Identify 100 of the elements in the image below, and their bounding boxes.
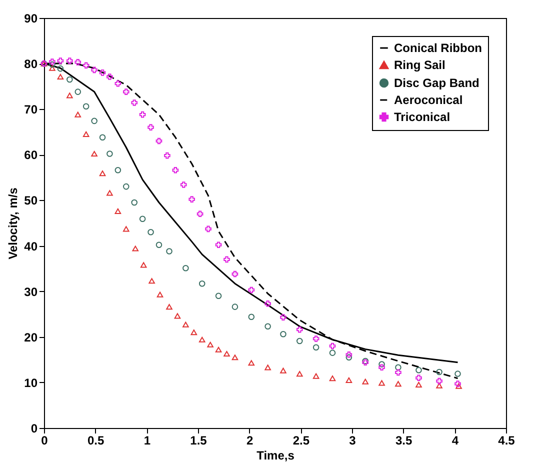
legend-label: Triconical bbox=[394, 110, 450, 124]
y-axis-title: Velocity, m/s bbox=[6, 187, 20, 260]
legend-label: Disc Gap Band bbox=[394, 76, 480, 90]
x-tick-label: 2 bbox=[246, 434, 254, 448]
point bbox=[172, 167, 179, 174]
point bbox=[224, 256, 230, 263]
point bbox=[207, 342, 214, 348]
point bbox=[188, 196, 195, 202]
point bbox=[49, 58, 56, 65]
y-tick-label: 30 bbox=[24, 284, 38, 299]
point bbox=[346, 352, 352, 358]
point bbox=[122, 226, 130, 232]
point bbox=[74, 59, 82, 66]
x-tick-label: 2.5 bbox=[292, 434, 310, 448]
point bbox=[99, 170, 106, 176]
point bbox=[378, 380, 385, 386]
x-tick-label: 1 bbox=[144, 434, 151, 448]
point bbox=[57, 65, 64, 72]
point bbox=[57, 58, 64, 64]
point bbox=[182, 322, 189, 328]
legend-label: Ring Sail bbox=[394, 58, 446, 72]
point bbox=[164, 152, 170, 159]
point bbox=[346, 377, 352, 383]
legend-label: Aeroconical bbox=[394, 93, 463, 107]
point bbox=[114, 80, 122, 87]
point bbox=[106, 150, 113, 157]
point bbox=[166, 248, 172, 254]
point bbox=[66, 92, 73, 98]
point bbox=[148, 228, 154, 236]
point bbox=[264, 300, 271, 307]
point bbox=[232, 304, 238, 310]
y-tick-label: 50 bbox=[24, 194, 38, 208]
point bbox=[91, 118, 98, 124]
point bbox=[416, 367, 422, 374]
point bbox=[232, 270, 238, 278]
y-tick-label: 70 bbox=[24, 102, 38, 117]
point bbox=[182, 264, 189, 272]
point bbox=[140, 262, 147, 268]
legend-label: Conical Ribbon bbox=[394, 41, 482, 55]
point bbox=[280, 314, 286, 320]
y-tick-label: 10 bbox=[24, 376, 38, 390]
y-tick-label: 20 bbox=[24, 330, 38, 344]
x-tick-label: 0.5 bbox=[87, 434, 104, 448]
point bbox=[82, 131, 90, 137]
x-tick-label: 0 bbox=[41, 434, 48, 448]
point bbox=[362, 378, 368, 384]
point bbox=[66, 76, 73, 83]
point bbox=[99, 134, 106, 140]
y-tick-label: 40 bbox=[24, 239, 38, 254]
point bbox=[264, 364, 271, 370]
point bbox=[454, 370, 461, 377]
point bbox=[280, 331, 286, 338]
point bbox=[312, 373, 320, 379]
point bbox=[346, 354, 352, 361]
point bbox=[215, 292, 222, 300]
point bbox=[248, 360, 255, 366]
point bbox=[91, 150, 98, 157]
point bbox=[156, 292, 164, 298]
point bbox=[166, 304, 172, 310]
point bbox=[329, 342, 336, 350]
y-tick-label: 80 bbox=[24, 57, 38, 72]
point bbox=[82, 62, 90, 69]
point bbox=[139, 216, 146, 222]
point bbox=[280, 368, 286, 374]
point bbox=[198, 336, 206, 342]
point bbox=[205, 226, 212, 232]
point bbox=[180, 182, 187, 188]
point bbox=[436, 368, 442, 376]
y-tick-label: 90 bbox=[24, 12, 38, 26]
point bbox=[198, 280, 206, 287]
point bbox=[395, 364, 402, 371]
point bbox=[82, 103, 90, 110]
point bbox=[57, 74, 64, 80]
point bbox=[395, 381, 402, 387]
point bbox=[215, 346, 222, 352]
point bbox=[139, 111, 146, 118]
point bbox=[296, 326, 303, 333]
point bbox=[264, 323, 271, 330]
point bbox=[296, 338, 303, 344]
point bbox=[122, 183, 130, 190]
x-tick-label: 4 bbox=[452, 434, 459, 448]
point bbox=[148, 278, 155, 284]
point bbox=[416, 374, 422, 382]
point bbox=[49, 65, 56, 71]
point bbox=[114, 208, 122, 214]
point bbox=[131, 100, 138, 106]
point bbox=[174, 313, 181, 319]
x-tick-label: 1.5 bbox=[190, 434, 208, 448]
point bbox=[215, 242, 222, 248]
point bbox=[329, 350, 336, 356]
x-axis-title: Time,s bbox=[256, 448, 295, 462]
point bbox=[114, 167, 122, 174]
point bbox=[156, 138, 162, 144]
point bbox=[66, 58, 73, 64]
point bbox=[232, 354, 238, 360]
y-tick-label: 0 bbox=[30, 422, 38, 436]
point bbox=[148, 124, 154, 130]
x-tick-label: 3 bbox=[349, 434, 356, 448]
point bbox=[395, 369, 402, 376]
point bbox=[248, 314, 255, 320]
